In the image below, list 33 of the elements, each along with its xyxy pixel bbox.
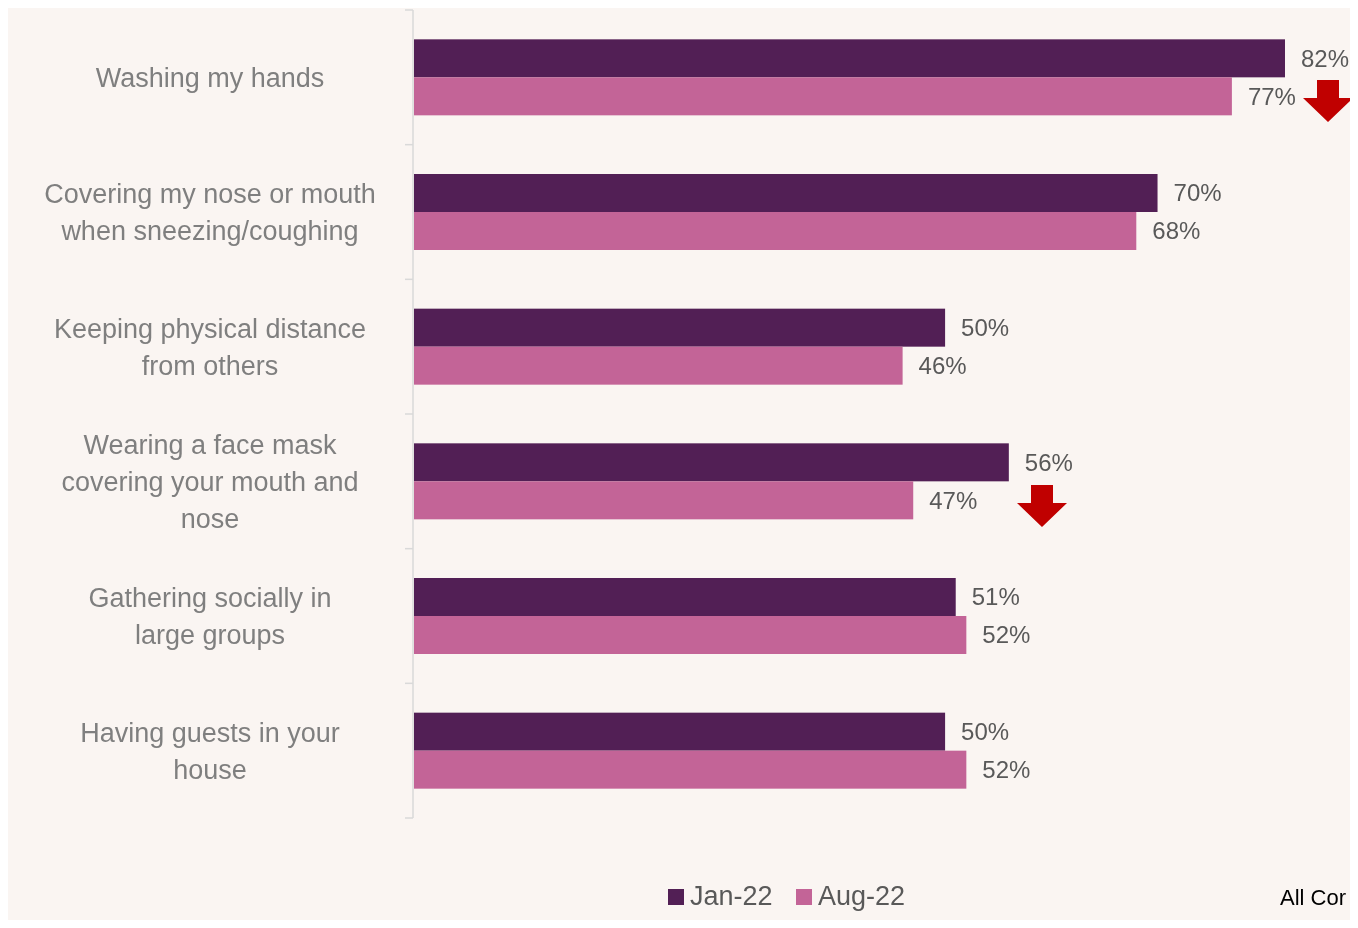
bar: [414, 443, 1009, 482]
bar: [414, 174, 1158, 212]
bar: [414, 308, 946, 347]
y-tick-label: Covering my nose or mouth when sneezing/coughing: [44, 178, 376, 246]
bar: [414, 77, 1232, 116]
data-label: 50%: [961, 718, 1010, 746]
y-tick-label: Gathering socially in large groups: [88, 582, 332, 650]
y-tick-label: Washing my hands: [95, 62, 325, 93]
data-label: 50%: [961, 314, 1010, 342]
data-label: 82%: [1301, 44, 1350, 72]
data-label: 47%: [929, 486, 978, 514]
data-label: 70%: [1173, 179, 1222, 207]
text: All Cor: [1279, 885, 1346, 910]
data-label: 77%: [1247, 82, 1296, 110]
data-label: 52%: [982, 621, 1031, 649]
data-label: 56%: [1024, 448, 1073, 476]
legend-label: Jan-22: [690, 881, 773, 911]
bar: [414, 212, 1137, 250]
bar: [414, 750, 967, 789]
data-label: 51%: [971, 583, 1020, 611]
bar: [414, 481, 914, 520]
bar: [414, 712, 946, 751]
bar: [414, 346, 903, 385]
data-label: 46%: [918, 352, 967, 380]
data-label: 52%: [982, 756, 1031, 784]
bar: [414, 39, 1285, 78]
bar: [414, 616, 967, 654]
data-label: 68%: [1152, 217, 1201, 245]
y-tick-label: Wearing a face mask covering your mouth and nose: [61, 429, 359, 534]
legend-label: Aug-22: [818, 881, 906, 911]
y-tick-label: Keeping physical distance from others: [53, 313, 367, 381]
bar: [414, 578, 956, 616]
y-tick-label: Having guests in your house: [80, 717, 340, 785]
